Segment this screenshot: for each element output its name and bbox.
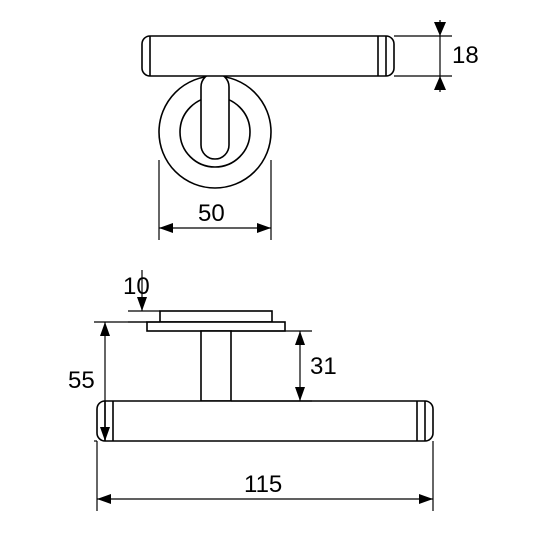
dim-18-label: 18 [452, 42, 479, 69]
dim-31: 31 [231, 331, 337, 401]
plate-top [160, 311, 272, 322]
dim-55-label: 55 [68, 367, 95, 394]
dim-50-label: 50 [198, 200, 225, 227]
plate-bottom [147, 322, 285, 331]
top-view [142, 36, 394, 188]
dim-18: 18 [394, 20, 479, 92]
neck-top-view [201, 73, 229, 159]
handle-bar-front-view [97, 401, 433, 441]
dim-10-label: 10 [123, 273, 150, 300]
dim-10: 10 [123, 270, 160, 322]
dim-115-label: 115 [244, 471, 282, 498]
dim-31-label: 31 [310, 353, 337, 380]
technical-drawing: 18 50 10 [0, 0, 551, 551]
neck-front-view [201, 331, 231, 401]
handle-bar-top-view [142, 36, 394, 76]
dim-115: 115 [97, 441, 433, 511]
